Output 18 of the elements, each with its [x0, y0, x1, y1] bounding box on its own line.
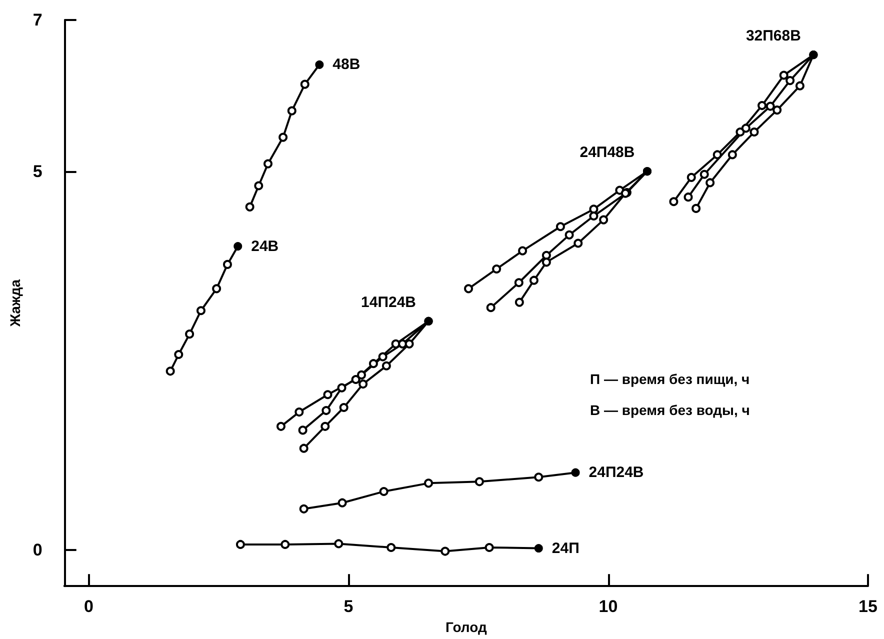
- y-tick-label: 0: [32, 540, 42, 560]
- y-axis-title: Жажда: [7, 279, 23, 328]
- series-label: 24В: [251, 238, 279, 255]
- series-label: 24П: [552, 540, 580, 557]
- series-label: 24П48В: [580, 144, 635, 162]
- y-tick-label: 7: [32, 10, 42, 30]
- x-axis-title: Голод: [445, 619, 487, 635]
- x-tick-label: 10: [598, 597, 618, 616]
- series-label: 14П24В: [361, 294, 416, 311]
- y-tick-label: 5: [32, 162, 42, 181]
- x-tick-label: 15: [858, 597, 878, 616]
- series-label: 32П68В: [746, 28, 802, 45]
- annotation: В — время без воды, ч: [590, 402, 750, 418]
- series-label: 48В: [332, 56, 360, 74]
- x-tick-label: 5: [344, 597, 354, 616]
- series-label: 24П24В: [588, 464, 644, 482]
- x-tick-label: 0: [84, 597, 94, 616]
- annotation: П — время без пищи, ч: [590, 371, 750, 387]
